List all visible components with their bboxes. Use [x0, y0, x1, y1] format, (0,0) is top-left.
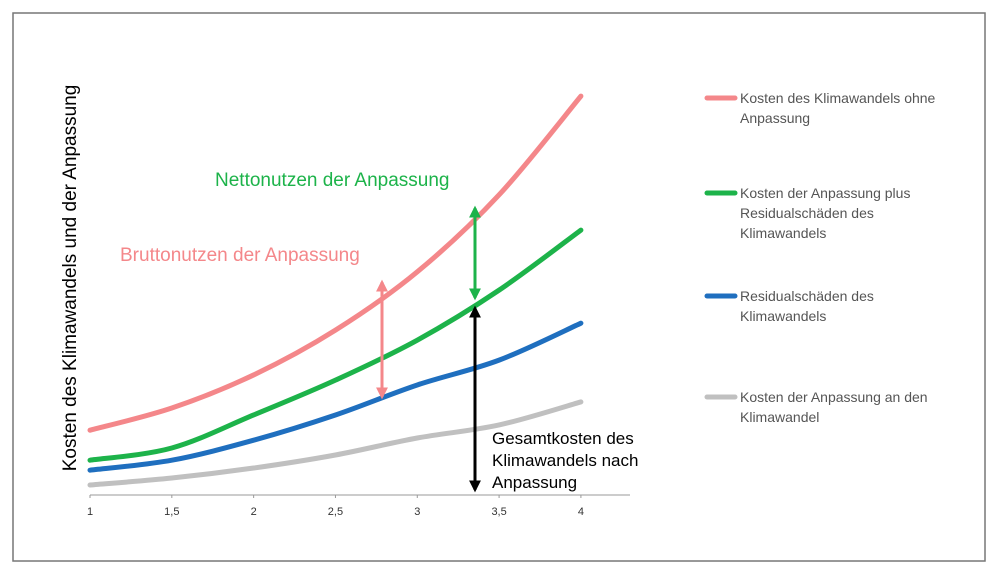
series-line: [87, 399, 584, 488]
x-tick-label: 1,5: [164, 506, 179, 518]
x-tick-label: 3,5: [491, 506, 506, 518]
series-line: [87, 93, 584, 433]
legend-label: Kosten der Anpassung plus Residualschäde…: [740, 185, 911, 241]
x-tick-label: 2,5: [328, 506, 343, 518]
x-tick-label: 4: [578, 506, 584, 518]
frame: [12, 12, 986, 562]
x-tick-label: 2: [251, 506, 257, 518]
legend-label: Kosten des Klimawandels ohne Anpassung: [740, 90, 936, 126]
series-line: [87, 227, 584, 463]
y-axis-label: Kosten des Klimawandels und der Anpassun…: [60, 85, 81, 472]
legend-label: Residualschäden des Klimawandels: [740, 288, 874, 324]
x-tick-label: 3: [414, 506, 420, 518]
x-tick-label: 1: [87, 506, 93, 518]
annotation: Gesamtkosten des Klimawandels nach Anpas…: [492, 429, 639, 492]
annotation: Nettonutzen der Anpassung: [215, 170, 450, 191]
annotation: Bruttonutzen der Anpassung: [120, 245, 360, 266]
legend-label: Kosten der Anpassung an den Klimawandel: [740, 389, 928, 425]
series-line: [87, 320, 584, 473]
